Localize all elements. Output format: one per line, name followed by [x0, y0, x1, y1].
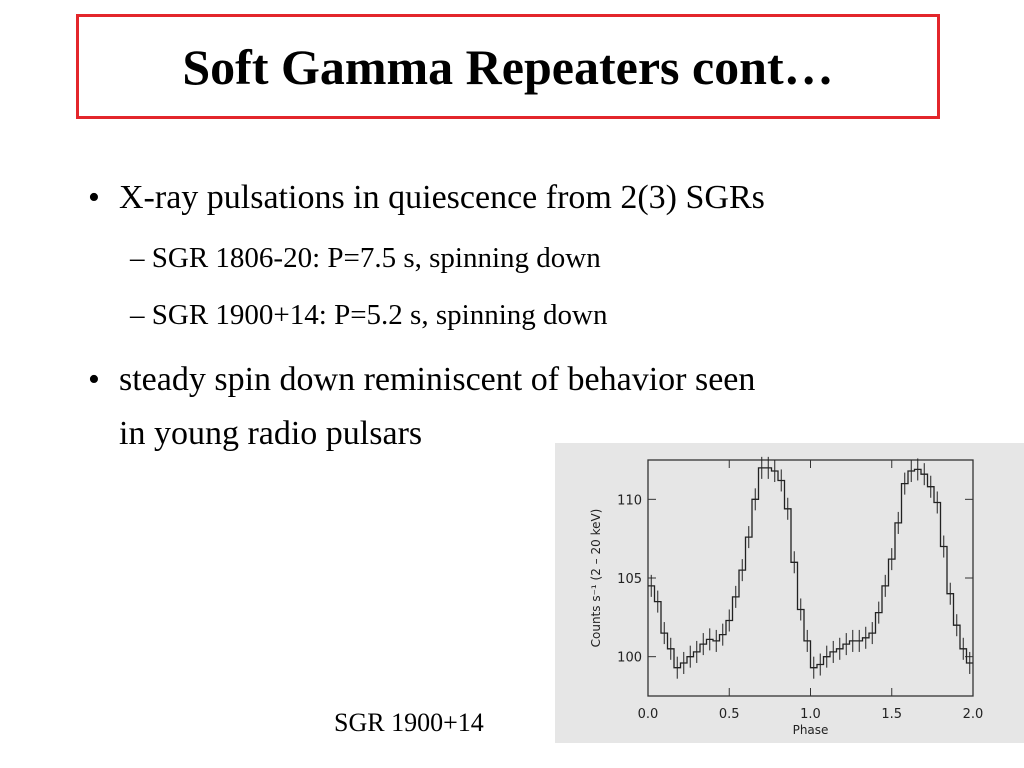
y-tick-label: 100: [617, 651, 642, 666]
bullet-2-line-2: in young radio pulsars: [119, 415, 423, 452]
x-tick-label: 0.5: [719, 707, 740, 722]
sub-bullet-2: – SGR 1900+14: P=5.2 s, spinning down: [130, 299, 608, 331]
pulse-profile-figure: 0.0 0.5 1.0 1.5 2.0 100 105 110 Phase Counts s⁻¹ …: [555, 443, 1024, 743]
series-histogram: [648, 467, 973, 669]
x-tick-label: 1.0: [800, 707, 821, 722]
x-tick-label: 0.0: [638, 707, 659, 722]
title-box: Soft Gamma Repeaters cont…: [76, 14, 940, 119]
sub-bullet-1: – SGR 1806-20: P=7.5 s, spinning down: [130, 242, 601, 274]
bullet-2-line-1: steady spin down reminiscent of behavior…: [119, 361, 756, 398]
slide-title: Soft Gamma Repeaters cont…: [182, 39, 834, 95]
x-axis-label: Phase: [793, 723, 829, 737]
figure-caption: SGR 1900+14: [334, 708, 484, 737]
bullet-1-text: X-ray pulsations in quiescence from 2(3)…: [119, 179, 765, 216]
y-axis-label: Counts s⁻¹ (2 – 20 keV): [589, 509, 603, 648]
bullet-2-glyph: •: [88, 361, 100, 398]
x-tick-label: 1.5: [881, 707, 902, 722]
bullet-1-glyph: •: [88, 179, 100, 216]
y-tick-label: 110: [617, 493, 642, 508]
x-tick-label: 2.0: [963, 707, 984, 722]
y-tick-label: 105: [617, 572, 642, 587]
pulse-profile-chart: 0.0 0.5 1.0 1.5 2.0 100 105 110 Phase Counts s⁻¹ …: [589, 456, 984, 737]
